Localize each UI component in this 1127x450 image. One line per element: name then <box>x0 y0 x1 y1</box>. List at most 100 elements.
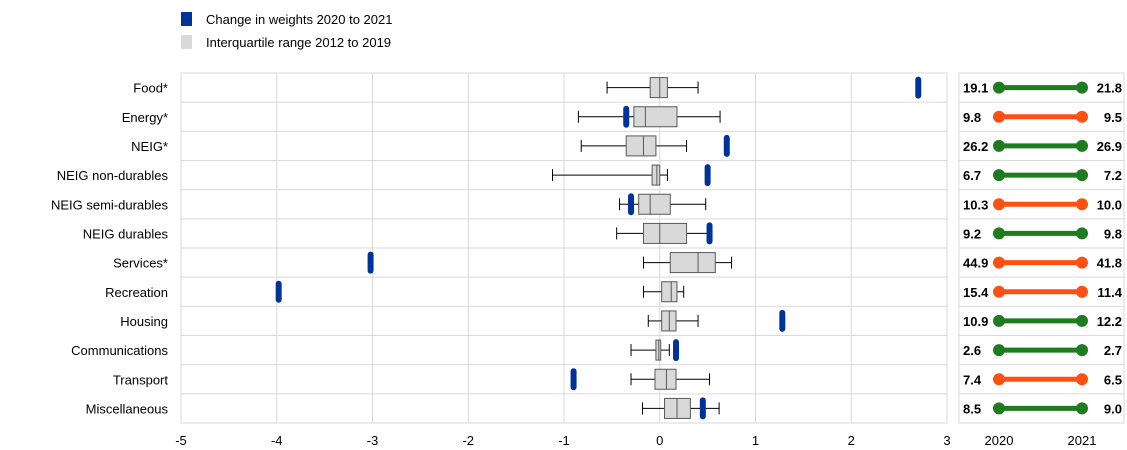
category-label: Transport <box>113 372 169 387</box>
weight-2021-label: 7.2 <box>1104 168 1122 183</box>
dumbbell-row: 9.8 9.5 <box>963 110 1122 125</box>
x-tick-label: -5 <box>175 433 187 448</box>
weight-2020-label: 10.3 <box>963 197 988 212</box>
dumbbell-dot-2020 <box>993 169 1005 182</box>
iqr-box <box>642 222 688 244</box>
dumbbell-dot-2021 <box>1076 227 1088 240</box>
dumbbell-row: 2.6 2.7 <box>963 343 1122 358</box>
dumbbell-row: 15.4 11.4 <box>963 285 1123 300</box>
box-plot <box>606 77 699 99</box>
weight-2020-label: 44.9 <box>963 256 988 271</box>
dumbbell-dot-2020 <box>993 373 1005 386</box>
box-plot <box>642 397 720 419</box>
dumbbell-row: 7.4 6.5 <box>963 372 1122 387</box>
change-marker <box>673 339 680 362</box>
dumbbell-dot-2020 <box>993 139 1005 152</box>
change-marker <box>915 76 922 99</box>
x-tick-label: 1 <box>752 433 759 448</box>
dumbbell-dot-2020 <box>993 227 1005 240</box>
dumbbell-dot-2021 <box>1076 139 1088 152</box>
box-plot <box>577 106 721 128</box>
weight-2021-label: 9.5 <box>1104 110 1122 125</box>
weights-dumbbell-panel: 19.1 21.89.8 9.526.2 26.96.7 7.210.3 10.09.2 9… <box>958 72 1125 448</box>
category-label: NEIG durables <box>83 226 169 241</box>
weight-2020-label: 2.6 <box>963 343 981 358</box>
year-label-2021: 2021 <box>1068 433 1097 448</box>
weight-2020-label: 8.5 <box>963 401 981 416</box>
box-plot <box>616 222 709 244</box>
dumbbell-dot-2020 <box>993 198 1005 211</box>
category-label: NEIG non-durables <box>57 168 169 183</box>
box-plot <box>619 193 707 215</box>
dumbbell-dot-2020 <box>993 110 1005 123</box>
dumbbell-dot-2021 <box>1076 285 1088 298</box>
iqr-box <box>654 368 677 390</box>
dumbbell-row: 6.7 7.2 <box>963 168 1122 183</box>
change-marker <box>628 193 635 216</box>
dumbbell-dot-2021 <box>1076 169 1088 182</box>
dumbbell-row: 9.2 9.8 <box>963 226 1122 241</box>
change-marker <box>699 397 706 420</box>
box-plot <box>642 281 685 303</box>
dumbbell-dot-2020 <box>993 81 1005 94</box>
category-label: NEIG* <box>131 139 168 154</box>
legend-label-change: Change in weights 2020 to 2021 <box>206 12 392 27</box>
dumbbell-row: 8.5 9.0 <box>963 401 1122 416</box>
grid-lines <box>180 72 948 424</box>
box-plot <box>647 310 699 332</box>
iqr-box <box>649 77 668 99</box>
weight-2020-label: 26.2 <box>963 139 988 154</box>
x-axis-ticks: -5 -4 -3 -2 -1 0 1 2 3 <box>175 433 950 448</box>
weight-2021-label: 11.4 <box>1097 285 1122 300</box>
category-label: Housing <box>120 314 168 329</box>
category-labels: Food* Energy* NEIG* NEIG non-durables NEIG s… <box>51 81 169 417</box>
category-label: Communications <box>71 343 168 358</box>
box-plot <box>552 164 668 186</box>
weight-2020-label: 7.4 <box>963 372 982 387</box>
change-marker <box>779 309 786 332</box>
dumbbell-dot-2021 <box>1076 314 1088 327</box>
category-label: NEIG semi-durables <box>51 197 169 212</box>
dumbbell-dot-2021 <box>1076 198 1088 211</box>
dumbbell-row: 44.9 41.8 <box>963 256 1122 271</box>
x-tick-label: 2 <box>848 433 855 448</box>
change-marker <box>723 134 730 157</box>
legend-label-iqr: Interquartile range 2012 to 2019 <box>206 35 391 50</box>
weight-2020-label: 9.8 <box>963 110 981 125</box>
dumbbell-row: 19.1 21.8 <box>963 81 1122 96</box>
dumbbell-row: 26.2 26.9 <box>963 139 1122 154</box>
box-plots <box>552 77 733 419</box>
change-marker <box>706 222 713 245</box>
weight-2021-label: 12.2 <box>1097 314 1122 329</box>
category-label: Food* <box>133 81 168 96</box>
category-label: Energy* <box>122 110 168 125</box>
dumbbell-dot-2020 <box>993 402 1005 415</box>
dumbbell-row: 10.9 12.2 <box>963 314 1122 329</box>
weight-2021-label: 6.5 <box>1104 372 1122 387</box>
dumbbell-dot-2021 <box>1076 81 1088 94</box>
dumbbell-dot-2021 <box>1076 110 1088 123</box>
box-plot <box>642 252 733 274</box>
weight-2021-label: 9.0 <box>1104 401 1122 416</box>
weight-2020-label: 10.9 <box>963 314 988 329</box>
weight-2021-label: 41.8 <box>1097 256 1122 271</box>
category-label: Services* <box>113 256 168 271</box>
iqr-box <box>638 193 671 215</box>
weight-2020-label: 9.2 <box>963 226 981 241</box>
x-tick-label: -1 <box>558 433 570 448</box>
dumbbell-dot-2020 <box>993 314 1005 327</box>
year-label-2020: 2020 <box>985 433 1014 448</box>
weight-2021-label: 9.8 <box>1104 226 1122 241</box>
weight-2020-label: 15.4 <box>963 285 989 300</box>
change-marker <box>704 164 711 187</box>
x-tick-label: 3 <box>943 433 950 448</box>
weight-2021-label: 26.9 <box>1097 139 1122 154</box>
category-label: Recreation <box>105 285 168 300</box>
dumbbell-dot-2021 <box>1076 373 1088 386</box>
iqr-box <box>661 281 678 303</box>
box-plot <box>630 368 711 390</box>
iqr-box <box>625 135 657 157</box>
x-tick-label: -3 <box>367 433 379 448</box>
box-plot <box>630 339 670 361</box>
x-tick-label: -2 <box>462 433 474 448</box>
